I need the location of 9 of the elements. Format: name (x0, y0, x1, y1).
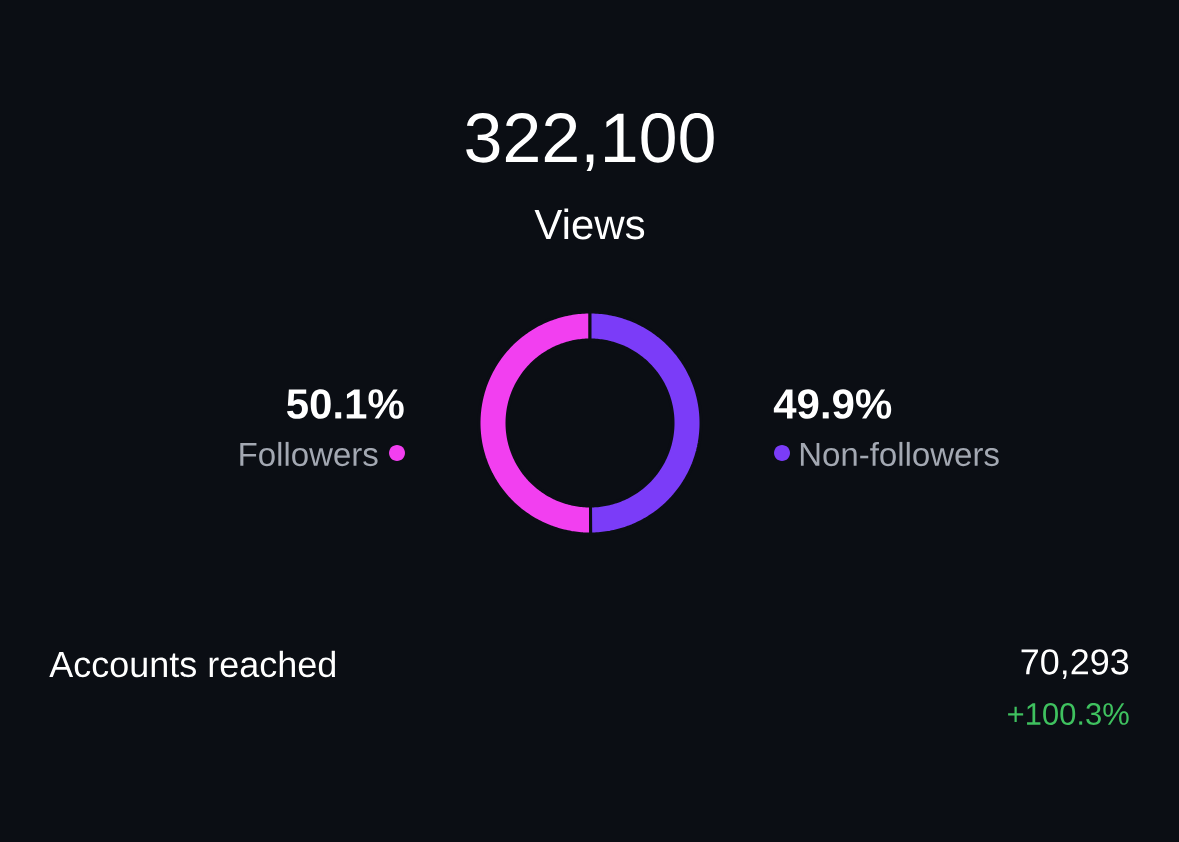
data-label: 50.1% (287, 389, 404, 419)
data-label: 49.9% (773, 389, 892, 419)
chart-title: 322,100 (466, 113, 714, 171)
chart-subtitle: Views (534, 208, 645, 240)
text: 70,293 (1021, 649, 1129, 679)
text: +100.3% (1008, 703, 1129, 725)
text: Accounts reached (49, 650, 335, 678)
slice-label: Followers (240, 441, 378, 467)
legend-label: Non-followers (800, 441, 999, 467)
